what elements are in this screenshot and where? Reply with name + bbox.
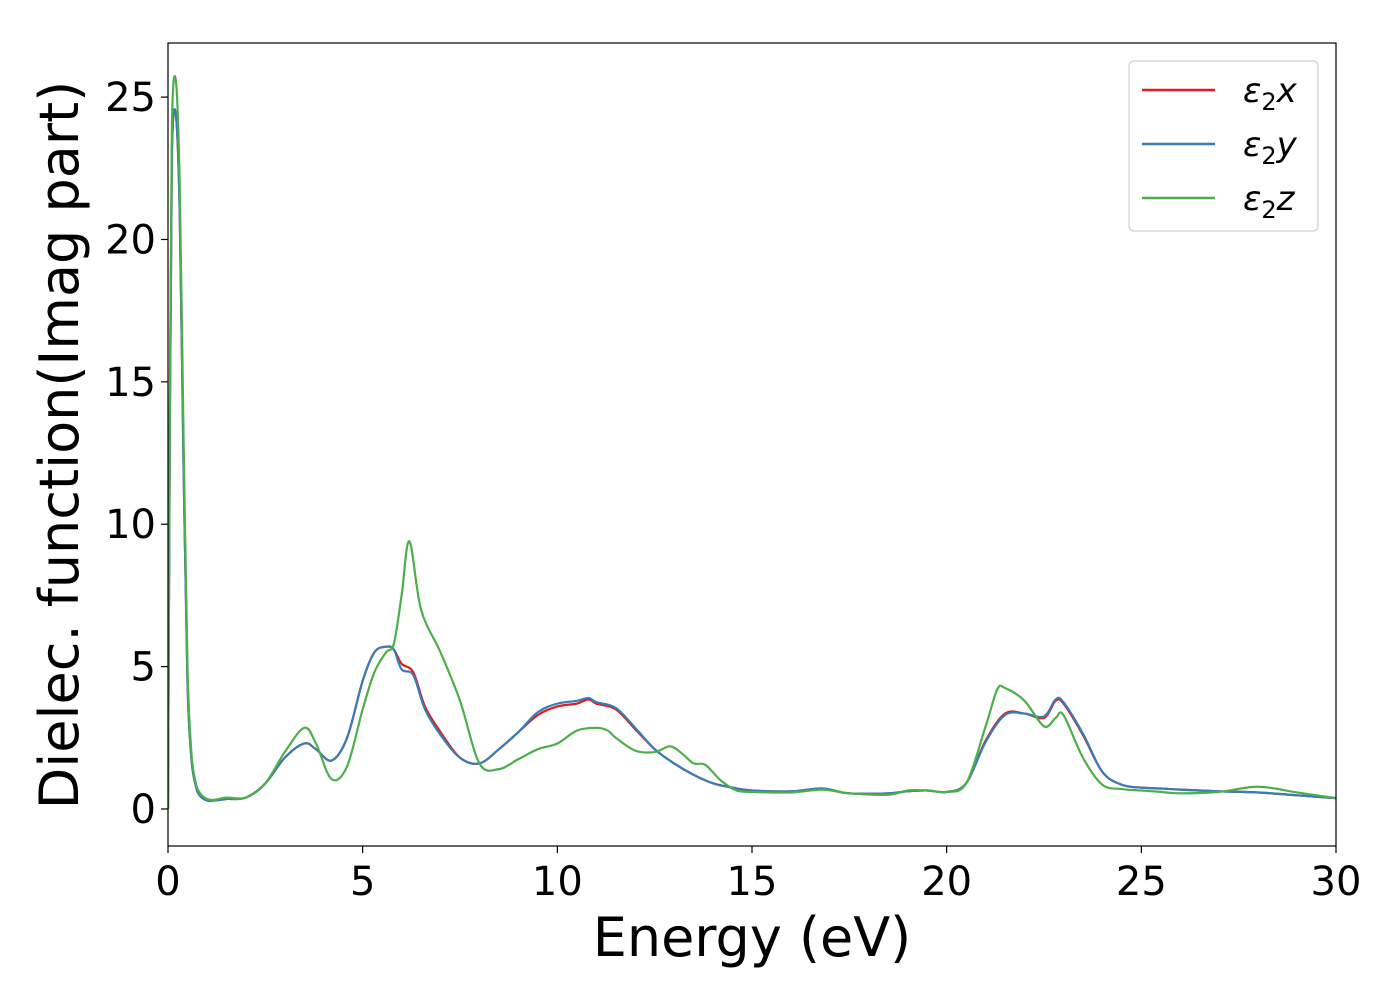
y-axis: 0 5 10 15 20 25 bbox=[105, 75, 168, 833]
y-tick-label: 5 bbox=[131, 645, 156, 691]
x-tick-label: 30 bbox=[1311, 859, 1362, 905]
legend: ε2x ε2y ε2z bbox=[1128, 60, 1319, 232]
y-tick-label: 20 bbox=[105, 217, 156, 263]
y-tick-label: 15 bbox=[105, 360, 156, 406]
legend-label: ε2y bbox=[1243, 125, 1298, 170]
plot-series bbox=[168, 75, 1336, 809]
x-tick-label: 20 bbox=[921, 859, 972, 905]
legend-box bbox=[1128, 60, 1319, 232]
x-tick-label: 15 bbox=[727, 859, 778, 905]
legend-label: ε2x bbox=[1243, 71, 1298, 116]
x-axis-label: Energy (eV) bbox=[593, 906, 912, 969]
y-axis-label: Dielec. function(Imag part) bbox=[28, 81, 91, 810]
x-tick-label: 5 bbox=[350, 859, 375, 905]
x-axis: 0 5 10 15 20 25 30 bbox=[155, 846, 1361, 905]
x-tick-label: 0 bbox=[155, 859, 180, 905]
y-tick-label: 0 bbox=[131, 787, 156, 833]
legend-label: ε2z bbox=[1243, 179, 1296, 224]
y-tick-label: 25 bbox=[105, 75, 156, 121]
y-tick-label: 10 bbox=[105, 502, 156, 548]
series-line-z bbox=[168, 75, 1336, 809]
x-tick-label: 25 bbox=[1116, 859, 1167, 905]
x-tick-label: 10 bbox=[532, 859, 583, 905]
